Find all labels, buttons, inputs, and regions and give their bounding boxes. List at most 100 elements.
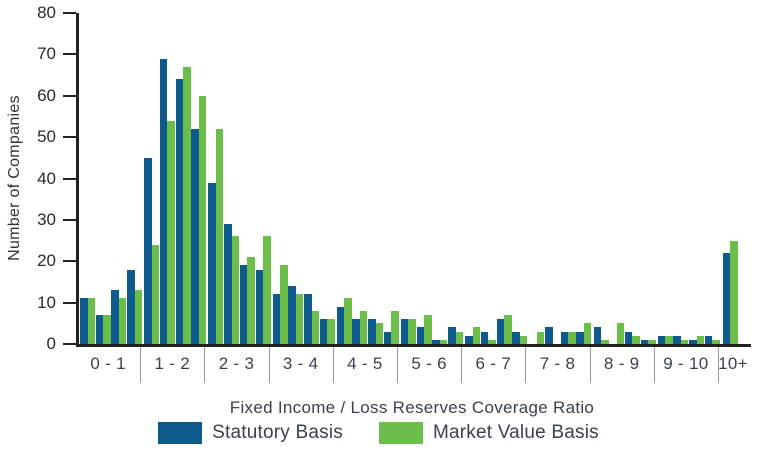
statutory-swatch xyxy=(158,422,203,444)
y-tick-label: 0 xyxy=(46,334,56,353)
bar-statutory xyxy=(704,336,713,344)
x-category-label: 4 - 5 xyxy=(347,354,383,373)
bar-market-value xyxy=(359,311,368,344)
x-category-divider xyxy=(140,347,142,383)
bar-statutory xyxy=(80,298,88,344)
bar-pair xyxy=(624,13,640,344)
bar-statutory xyxy=(560,332,569,344)
x-category-label: 0 - 1 xyxy=(90,354,126,373)
bar-market-value xyxy=(730,241,738,344)
bar-pair xyxy=(304,13,319,344)
bar-statutory xyxy=(368,319,376,344)
bar-pair xyxy=(239,13,255,344)
bar-market-value xyxy=(680,340,689,344)
bar-groups xyxy=(79,13,751,344)
bar-statutory xyxy=(383,332,392,344)
bar-pair xyxy=(480,13,496,344)
bar-group-7-8 xyxy=(528,13,592,344)
y-tick-label: 50 xyxy=(37,127,56,147)
legend-label: Statutory Basis xyxy=(212,422,343,443)
bar-market-value xyxy=(472,327,481,344)
bar-pair xyxy=(689,13,705,344)
bar-group-3-4 xyxy=(272,13,336,344)
bar-statutory xyxy=(239,265,248,344)
bar-pair xyxy=(175,13,191,344)
bar-market-value xyxy=(198,96,207,344)
market-value-swatch xyxy=(378,422,423,444)
bar-group-5-6 xyxy=(400,13,464,344)
bar-market-value xyxy=(439,340,448,344)
x-category-divider xyxy=(397,347,398,383)
bar-pair xyxy=(272,13,288,344)
bar-pair xyxy=(560,13,576,344)
bar-market-value xyxy=(87,298,95,344)
bar-pair xyxy=(208,13,224,344)
y-tick-label: 30 xyxy=(37,209,56,229)
bar-market-value xyxy=(280,265,288,344)
y-tick-mark xyxy=(63,218,76,221)
y-tick-mark xyxy=(63,260,76,263)
x-axis-title: Fixed Income / Loss Reserves Coverage Ra… xyxy=(229,398,595,417)
legend-label: Market Value Basis xyxy=(432,422,599,443)
y-tick-mark xyxy=(63,94,76,97)
bar-pair xyxy=(319,13,335,344)
bar-statutory xyxy=(288,286,296,344)
bar-statutory xyxy=(319,319,328,344)
bar-statutory xyxy=(416,327,425,344)
bar-statutory xyxy=(624,332,633,344)
bar-group-4-5 xyxy=(336,13,400,344)
bar-pair xyxy=(111,13,127,344)
bar-pair xyxy=(159,13,175,344)
chart-legend: Statutory Basis Market Value Basis xyxy=(0,422,757,444)
bar-market-value xyxy=(295,294,304,344)
bar-statutory xyxy=(480,332,489,344)
bar-statutory xyxy=(576,332,584,344)
bar-statutory xyxy=(175,79,184,344)
bar-statutory xyxy=(111,290,119,344)
bar-pair xyxy=(191,13,207,344)
bar-pair xyxy=(80,13,95,344)
bar-market-value xyxy=(424,315,432,344)
bar-pair xyxy=(144,13,160,344)
bar-market-value xyxy=(455,332,464,344)
bar-statutory xyxy=(673,336,681,344)
bar-pair xyxy=(383,13,399,344)
bar-pair xyxy=(704,13,720,344)
bar-market-value xyxy=(408,319,416,344)
legend-item-statutory: Statutory Basis xyxy=(158,422,343,444)
bar-pair xyxy=(673,13,689,344)
bar-pair xyxy=(352,13,368,344)
legend-item-market-value: Market Value Basis xyxy=(378,422,599,444)
bar-pair xyxy=(368,13,384,344)
bar-statutory xyxy=(448,327,456,344)
x-category-label: 1 - 2 xyxy=(154,354,191,373)
bar-statutory xyxy=(95,315,104,344)
bar-statutory xyxy=(545,327,553,344)
bar-group-8-9 xyxy=(593,13,657,344)
bar-statutory xyxy=(640,340,649,344)
bar-market-value xyxy=(665,336,673,344)
bar-market-value xyxy=(344,298,352,344)
bar-statutory xyxy=(336,307,345,344)
y-tick-label: 20 xyxy=(37,251,56,271)
bar-pair xyxy=(576,13,592,344)
bar-pair xyxy=(545,13,560,344)
x-category-label: 2 - 3 xyxy=(218,354,255,373)
bar-market-value xyxy=(632,336,640,344)
bar-pair xyxy=(512,13,528,344)
x-category-divider xyxy=(332,347,334,383)
bar-pair xyxy=(657,13,673,344)
y-tick-mark xyxy=(63,301,76,304)
bar-pair xyxy=(336,13,352,344)
bar-market-value xyxy=(311,311,319,344)
bar-pair xyxy=(529,13,545,344)
bar-statutory xyxy=(400,319,409,344)
bar-market-value xyxy=(601,340,609,344)
x-category-divider xyxy=(204,347,206,383)
y-tick-mark xyxy=(63,12,76,14)
bar-statutory xyxy=(208,183,216,344)
x-category-divider xyxy=(461,347,463,383)
bar-statutory xyxy=(593,327,601,344)
x-category-label: 7 - 8 xyxy=(539,354,576,373)
